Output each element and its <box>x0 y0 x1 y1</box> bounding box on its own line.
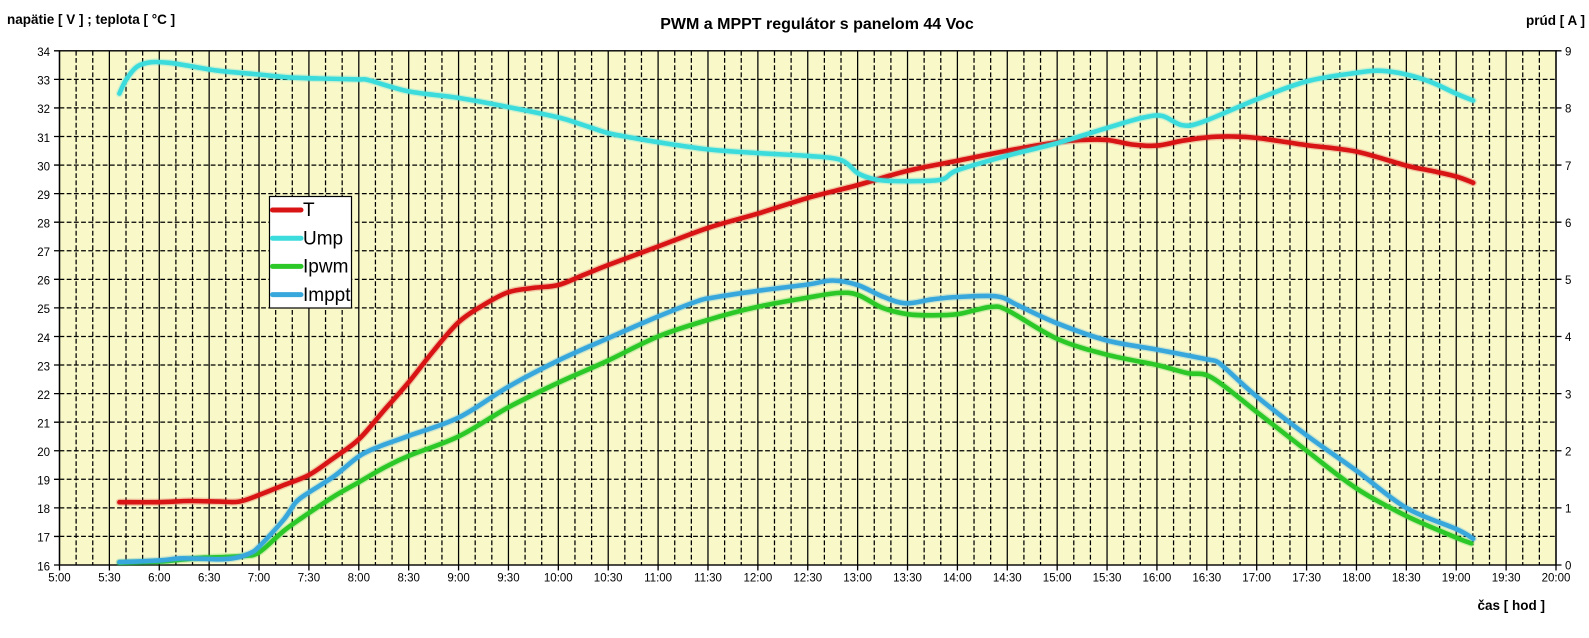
svg-text:31: 31 <box>37 133 50 145</box>
svg-text:11:30: 11:30 <box>694 573 722 585</box>
svg-text:T: T <box>303 200 315 221</box>
svg-text:34: 34 <box>37 47 50 59</box>
svg-text:28: 28 <box>37 219 50 231</box>
svg-text:15:30: 15:30 <box>1093 573 1122 585</box>
svg-text:9: 9 <box>1565 47 1571 59</box>
svg-text:19: 19 <box>37 476 50 488</box>
svg-text:13:00: 13:00 <box>843 573 872 585</box>
svg-text:12:30: 12:30 <box>793 573 822 585</box>
svg-text:21: 21 <box>37 419 50 431</box>
svg-text:8:00: 8:00 <box>348 573 370 585</box>
svg-text:PWM a MPPT regulátor s panelom: PWM a MPPT regulátor s panelom 44 Voc <box>660 16 974 33</box>
svg-text:0: 0 <box>1565 561 1571 573</box>
svg-text:27: 27 <box>37 247 50 259</box>
svg-text:20: 20 <box>37 447 50 459</box>
svg-text:Ipwm: Ipwm <box>303 257 348 278</box>
svg-text:4: 4 <box>1565 332 1572 344</box>
svg-text:7: 7 <box>1565 161 1571 173</box>
svg-text:13:30: 13:30 <box>893 573 922 585</box>
svg-text:16:30: 16:30 <box>1192 573 1221 585</box>
svg-text:3: 3 <box>1565 389 1571 401</box>
svg-text:29: 29 <box>37 190 50 202</box>
svg-text:8:30: 8:30 <box>398 573 420 585</box>
svg-text:14:00: 14:00 <box>943 573 972 585</box>
svg-text:22: 22 <box>37 390 50 402</box>
svg-text:19:30: 19:30 <box>1492 573 1521 585</box>
svg-text:25: 25 <box>37 304 50 316</box>
svg-text:10:30: 10:30 <box>594 573 623 585</box>
svg-text:5:00: 5:00 <box>48 573 70 585</box>
svg-text:16:00: 16:00 <box>1143 573 1172 585</box>
svg-text:6: 6 <box>1565 218 1571 230</box>
svg-text:5: 5 <box>1565 275 1571 287</box>
svg-text:12:00: 12:00 <box>744 573 773 585</box>
svg-text:17: 17 <box>37 533 50 545</box>
svg-text:30: 30 <box>37 161 50 173</box>
svg-text:5:30: 5:30 <box>98 573 120 585</box>
svg-text:10:00: 10:00 <box>544 573 573 585</box>
svg-text:18:00: 18:00 <box>1342 573 1371 585</box>
svg-text:20:00: 20:00 <box>1542 573 1571 585</box>
svg-text:19:00: 19:00 <box>1442 573 1471 585</box>
svg-text:čas [ hod ]: čas [ hod ] <box>1477 598 1545 613</box>
svg-text:23: 23 <box>37 361 50 373</box>
svg-text:prúd [ A ]: prúd [ A ] <box>1526 13 1585 28</box>
svg-text:18: 18 <box>37 504 50 516</box>
svg-text:33: 33 <box>37 76 50 88</box>
svg-text:18:30: 18:30 <box>1392 573 1421 585</box>
svg-text:6:00: 6:00 <box>148 573 170 585</box>
svg-text:17:00: 17:00 <box>1242 573 1271 585</box>
svg-text:napätie [ V ] ; teplota [ °C ]: napätie [ V ] ; teplota [ °C ] <box>7 12 175 27</box>
svg-text:16: 16 <box>37 561 50 573</box>
svg-text:Imppt: Imppt <box>303 285 351 306</box>
svg-text:Ump: Ump <box>303 228 343 249</box>
svg-text:9:00: 9:00 <box>447 573 469 585</box>
svg-text:2: 2 <box>1565 446 1571 458</box>
svg-text:32: 32 <box>37 104 50 116</box>
svg-text:14:30: 14:30 <box>993 573 1022 585</box>
svg-text:7:00: 7:00 <box>248 573 270 585</box>
svg-text:24: 24 <box>37 333 50 345</box>
svg-text:8: 8 <box>1565 104 1571 116</box>
svg-text:7:30: 7:30 <box>298 573 320 585</box>
svg-text:9:30: 9:30 <box>497 573 519 585</box>
svg-text:6:30: 6:30 <box>198 573 220 585</box>
svg-text:11:00: 11:00 <box>644 573 672 585</box>
svg-text:26: 26 <box>37 276 50 288</box>
svg-text:17:30: 17:30 <box>1292 573 1321 585</box>
svg-text:1: 1 <box>1565 504 1571 516</box>
svg-text:15:00: 15:00 <box>1043 573 1072 585</box>
